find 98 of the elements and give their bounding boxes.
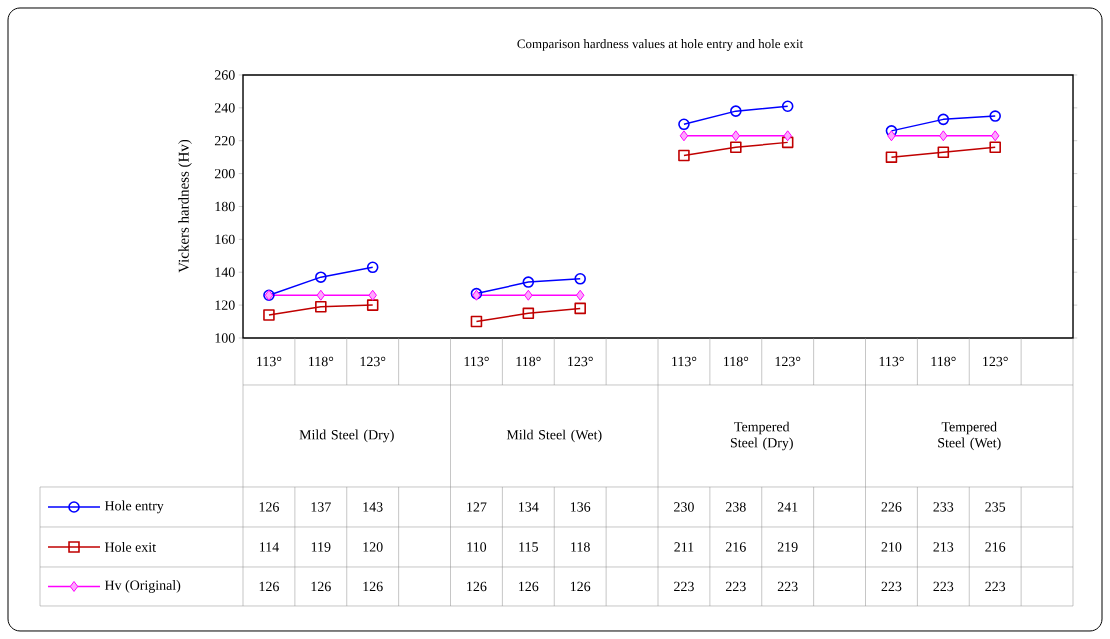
point xyxy=(989,141,1001,154)
x-tick-label: 118° xyxy=(724,356,749,367)
x-tick-label: 113° xyxy=(879,356,904,367)
data-label: 114 xyxy=(259,542,279,552)
legend-label: Hole entry xyxy=(104,500,164,514)
data-label: 223 xyxy=(933,581,954,592)
data-label: 136 xyxy=(570,502,591,512)
data-label: 126 xyxy=(259,502,279,512)
legend-label: Hole exit xyxy=(104,542,156,552)
point xyxy=(885,125,898,137)
point xyxy=(316,289,326,301)
x-tick-label: 123° xyxy=(775,356,801,367)
data-label: 126 xyxy=(467,581,487,592)
data-label: 126 xyxy=(570,581,591,592)
point xyxy=(781,136,794,149)
data-label: 126 xyxy=(519,581,539,592)
data-label: 126 xyxy=(311,581,331,592)
y-tick-label: 200 xyxy=(214,168,235,179)
data-label: 143 xyxy=(363,502,383,512)
y-tick-label: 140 xyxy=(215,267,235,277)
data-label: 118 xyxy=(571,542,590,552)
text: Tempered Steel (Wet) xyxy=(938,421,1001,451)
point xyxy=(678,149,690,162)
data-label: 226 xyxy=(881,502,902,512)
data-label: 235 xyxy=(985,502,1006,512)
x-tick-label: 118° xyxy=(931,356,956,367)
data-label: 127 xyxy=(467,502,487,512)
point xyxy=(368,289,377,301)
point xyxy=(574,273,586,285)
y-tick-label: 180 xyxy=(215,201,235,212)
data-label: 223 xyxy=(881,581,902,592)
point xyxy=(783,130,792,142)
data-label: 241 xyxy=(777,502,798,512)
point xyxy=(263,309,275,321)
data-label: 213 xyxy=(933,542,954,552)
y-tick-label: 160 xyxy=(215,234,235,245)
x-tick-label: 113° xyxy=(672,356,697,367)
data-label: 211 xyxy=(674,542,694,552)
point xyxy=(679,130,689,142)
data-label: 223 xyxy=(674,581,694,592)
data-label: 210 xyxy=(881,542,902,552)
data-label: 137 xyxy=(311,502,331,512)
data-label: 230 xyxy=(674,502,694,512)
data-label: 120 xyxy=(363,542,383,552)
y-tick-label: 240 xyxy=(214,103,235,113)
point xyxy=(731,130,741,142)
point xyxy=(887,130,896,142)
data-label: 126 xyxy=(363,581,383,592)
point xyxy=(939,130,948,142)
point xyxy=(990,130,1000,142)
point xyxy=(781,100,794,112)
x-tick-label: 118° xyxy=(309,356,334,367)
text: Tempered Steel (Dry) xyxy=(730,421,793,451)
point xyxy=(470,315,483,328)
data-label: 119 xyxy=(311,542,331,552)
point xyxy=(574,302,586,315)
data-label: 216 xyxy=(725,542,746,552)
x-tick-label: 123° xyxy=(983,356,1008,367)
data-label: 216 xyxy=(985,542,1006,552)
data-label: 134 xyxy=(519,502,539,512)
y-tick-label: 260 xyxy=(214,70,235,80)
x-tick-label: 123° xyxy=(568,356,593,367)
point xyxy=(524,289,533,301)
point xyxy=(937,113,950,126)
data-label: 219 xyxy=(777,542,798,552)
y-tick-label: 120 xyxy=(215,300,235,310)
data-label: 223 xyxy=(777,581,798,592)
x-tick-label: 123° xyxy=(360,356,386,367)
y-axis-title: Vickers hardness (Hv) xyxy=(178,139,192,273)
legend-label: Hv (Original) xyxy=(104,580,181,593)
point xyxy=(366,299,379,311)
data-label: 110 xyxy=(467,542,487,552)
y-tick-label: 100 xyxy=(215,333,235,343)
point xyxy=(366,261,379,274)
point xyxy=(678,118,690,131)
chart-title: Comparison hardness values at hole entry and hole exit xyxy=(517,39,804,51)
data-label: 223 xyxy=(725,581,746,592)
x-tick-label: 118° xyxy=(516,356,541,367)
point xyxy=(989,110,1001,122)
x-tick-label: 113° xyxy=(464,356,489,367)
point xyxy=(730,105,742,117)
point xyxy=(522,276,535,288)
x-tick-label: 113° xyxy=(257,356,282,367)
data-label: 233 xyxy=(933,502,954,512)
data-label: 126 xyxy=(259,581,279,592)
data-label: 115 xyxy=(519,542,538,552)
data-label: 223 xyxy=(985,581,1006,592)
point xyxy=(937,146,950,159)
text: Mild Steel (Dry) xyxy=(299,429,394,443)
point xyxy=(315,271,327,283)
data-label: 238 xyxy=(725,502,746,512)
point xyxy=(575,289,585,301)
text: Mild Steel (Wet) xyxy=(506,429,602,443)
point xyxy=(522,307,535,320)
y-tick-label: 220 xyxy=(214,136,235,146)
point xyxy=(730,141,742,154)
point xyxy=(315,300,327,313)
point xyxy=(885,151,898,163)
